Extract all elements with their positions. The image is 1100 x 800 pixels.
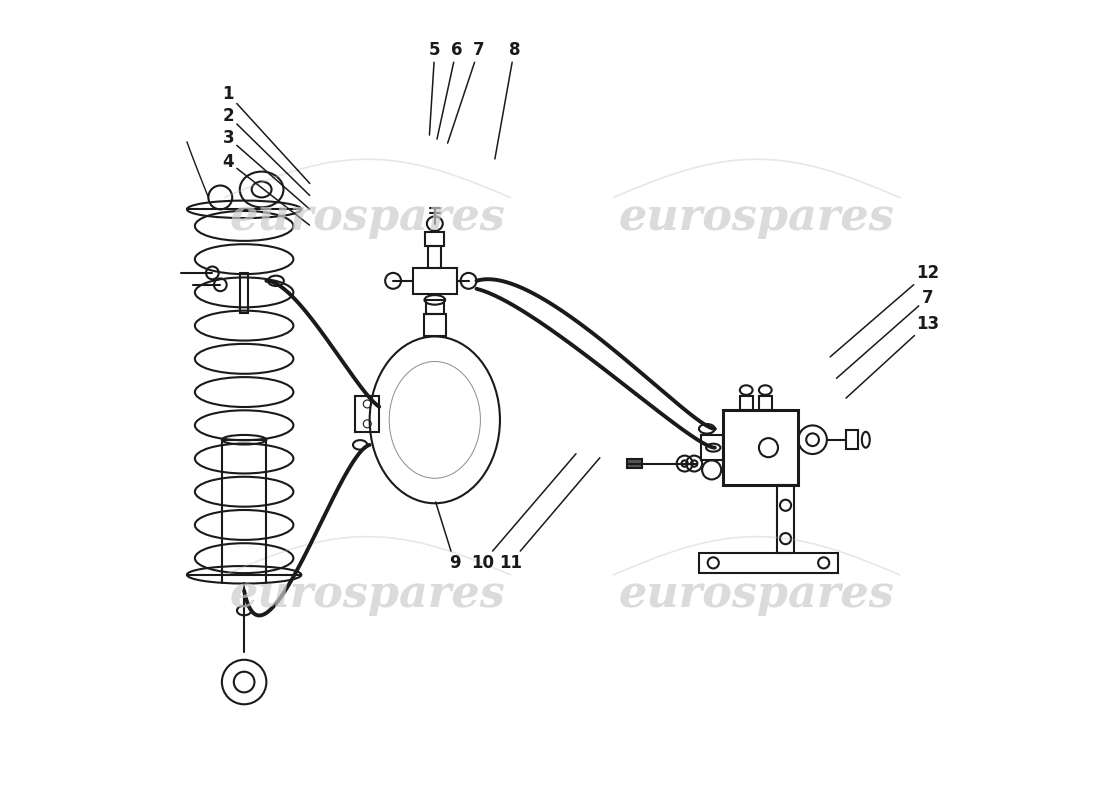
Bar (759, 396, 772, 410)
FancyBboxPatch shape (627, 458, 641, 468)
Bar (740, 396, 752, 410)
Text: eurospares: eurospares (230, 573, 505, 616)
Text: 10: 10 (471, 454, 576, 572)
Bar (426, 300, 443, 314)
Text: eurospares: eurospares (230, 573, 505, 616)
Text: 13: 13 (846, 314, 939, 398)
Bar (355, 396, 380, 432)
Text: eurospares: eurospares (618, 196, 894, 238)
Text: 11: 11 (498, 458, 600, 572)
Text: 2: 2 (222, 106, 310, 195)
Text: eurospares: eurospares (230, 196, 505, 238)
Bar (701, 435, 723, 460)
Text: 6: 6 (437, 42, 462, 139)
Bar (777, 486, 794, 553)
Text: 12: 12 (830, 264, 939, 357)
Text: eurospares: eurospares (618, 573, 894, 616)
Text: 7: 7 (448, 42, 484, 143)
Bar (412, 268, 456, 294)
Bar (426, 231, 444, 246)
Text: 7: 7 (836, 290, 933, 378)
Bar (698, 553, 838, 573)
Text: 3: 3 (222, 129, 309, 209)
Text: eurospares: eurospares (618, 573, 894, 616)
Text: eurospares: eurospares (618, 196, 894, 238)
Bar (424, 314, 446, 337)
Bar (723, 410, 799, 486)
Text: 9: 9 (436, 502, 461, 572)
Bar (240, 273, 249, 313)
Bar (429, 246, 441, 268)
Bar (846, 430, 858, 450)
Text: 4: 4 (222, 153, 309, 225)
Text: 1: 1 (222, 85, 310, 183)
Text: 5: 5 (429, 42, 441, 135)
Text: 8: 8 (495, 42, 520, 159)
Text: eurospares: eurospares (230, 196, 505, 238)
